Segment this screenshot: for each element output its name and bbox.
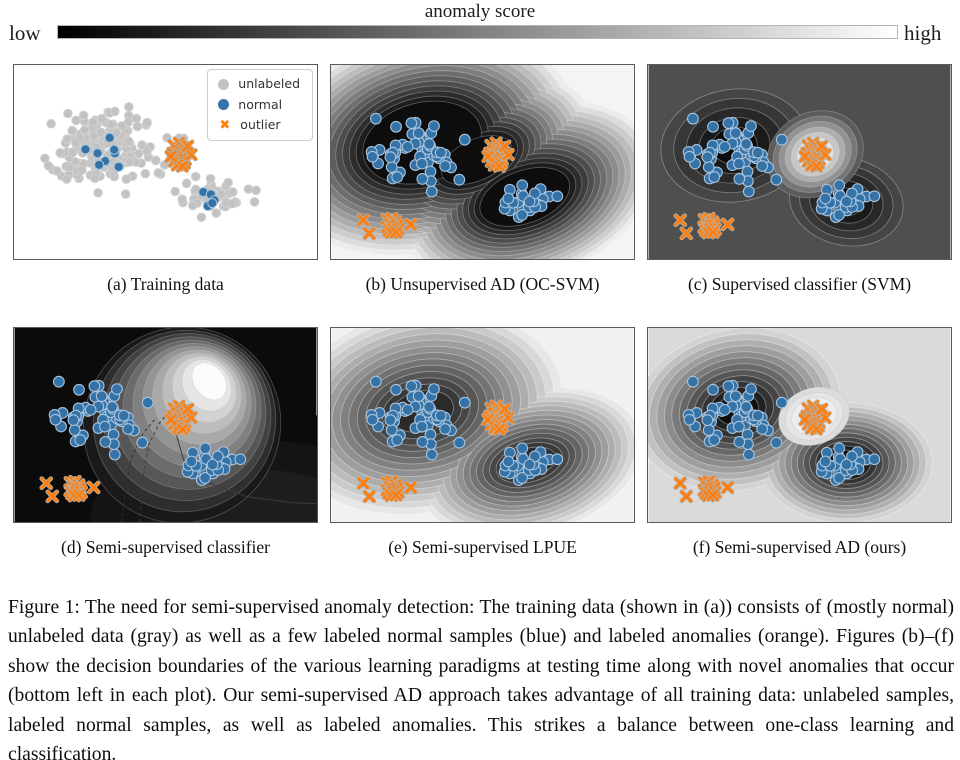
colorbar-gradient (57, 25, 898, 39)
unlabeled-marker-icon (218, 78, 230, 90)
panel-b: (b) Unsupervised AD (OC-SVM) (330, 64, 635, 295)
panel-f-caption: (f) Semi-supervised AD (ours) (692, 537, 907, 557)
legend-label-unlabeled: unlabeled (238, 76, 300, 91)
panel-e: (e) Semi-supervised LPUE (330, 327, 635, 558)
legend: unlabeled normal ✖ outlier (207, 69, 313, 141)
panel-e-plot (330, 327, 635, 523)
outlier-marker-icon: ✖ (219, 117, 231, 133)
panel-a: unlabeled normal ✖ outlier (a) Training … (13, 64, 318, 295)
panel-d: (d) Semi-supervised classifier (13, 327, 318, 558)
legend-item-normal: normal (218, 96, 300, 112)
panel-f-plot (647, 327, 952, 523)
panel-c-plot (647, 64, 952, 260)
legend-label-outlier: outlier (240, 117, 281, 132)
panel-f: (f) Semi-supervised AD (ours) (647, 327, 952, 558)
figure-caption: Figure 1: The need for semi-supervised a… (8, 597, 954, 760)
panel-e-caption: (e) Semi-supervised LPUE (388, 537, 577, 557)
panel-b-plot (330, 64, 635, 260)
legend-label-normal: normal (238, 96, 283, 112)
legend-item-outlier: ✖ outlier (218, 117, 300, 133)
legend-item-unlabeled: unlabeled (218, 76, 300, 91)
colorbar-high-label: high (904, 21, 942, 45)
panel-b-caption: (b) Unsupervised AD (OC-SVM) (365, 274, 600, 294)
panel-d-caption: (d) Semi-supervised classifier (61, 537, 270, 557)
panel-c: (c) Supervised classifier (SVM) (647, 64, 952, 295)
normal-marker-icon (218, 99, 230, 111)
panel-a-caption: (a) Training data (107, 274, 224, 294)
panel-d-plot (13, 327, 318, 523)
colorbar-title: anomaly score (424, 1, 536, 22)
colorbar-low-label: low (9, 21, 41, 45)
panel-c-caption: (c) Supervised classifier (SVM) (687, 274, 912, 294)
